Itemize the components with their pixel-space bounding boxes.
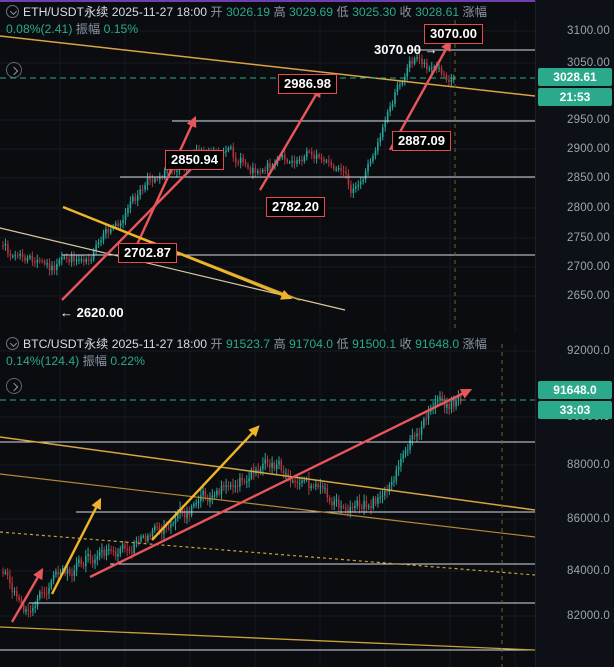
eth-annotation-3070-box: 3070.00 xyxy=(424,24,483,44)
eth-countdown-badge: 21:53 xyxy=(538,88,612,106)
eth-annotation-2782: 2782.20 xyxy=(266,197,325,217)
eth-axis-tick: 2950.00 xyxy=(567,114,610,126)
btc-axis-tick: 86000.0 xyxy=(567,513,610,525)
eth-price-axis[interactable]: 3100.00 3050.00 2950.00 2900.00 2850.00 … xyxy=(535,0,614,332)
eth-plot-area[interactable] xyxy=(0,0,535,332)
btc-axis-tick: 92000.0 xyxy=(567,345,610,357)
btc-axis-tick: 82000.0 xyxy=(567,610,610,622)
eth-axis-tick: 2900.00 xyxy=(567,143,610,155)
chart-panel-btc: BTC/USDT永续 2025-11-27 18:00 开 91523.7 高 … xyxy=(0,332,614,667)
eth-expand-icon[interactable] xyxy=(6,62,22,78)
eth-annotation-3070-plain: 3070.00 → xyxy=(374,42,438,57)
eth-axis-tick: 3050.00 xyxy=(567,57,610,69)
eth-last-price-badge: 3028.61 xyxy=(538,68,612,86)
eth-axis-tick: 3100.00 xyxy=(567,25,610,37)
eth-annotation-2620: ← 2620.00 xyxy=(60,305,124,320)
eth-annotation-2702: 2702.87 xyxy=(118,243,177,263)
eth-top-rule xyxy=(0,0,535,2)
eth-axis-tick: 2700.00 xyxy=(567,261,610,273)
btc-axis-tick: 88000.0 xyxy=(567,459,610,471)
btc-last-price-badge: 91648.0 xyxy=(538,381,612,399)
btc-price-axis[interactable]: 92000.0 90000.0 88000.0 86000.0 84000.0 … xyxy=(535,332,614,667)
btc-chart-canvas xyxy=(0,344,535,667)
eth-annotation-2887: 2887.09 xyxy=(392,131,451,151)
eth-annotation-2850: 2850.94 xyxy=(165,150,224,170)
btc-countdown-badge: 33:03 xyxy=(538,401,612,419)
eth-axis-tick: 2650.00 xyxy=(567,290,610,302)
eth-chart-canvas xyxy=(0,20,535,332)
btc-expand-icon[interactable] xyxy=(6,378,22,394)
eth-axis-tick: 2850.00 xyxy=(567,172,610,184)
btc-axis-tick: 84000.0 xyxy=(567,565,610,577)
eth-annotation-2986: 2986.98 xyxy=(278,74,337,94)
eth-axis-tick: 2750.00 xyxy=(567,232,610,244)
btc-plot-area[interactable] xyxy=(0,332,535,667)
eth-axis-tick: 2800.00 xyxy=(567,202,610,214)
chart-panel-eth: ETH/USDT永续 2025-11-27 18:00 开 3026.19 高 … xyxy=(0,0,614,332)
